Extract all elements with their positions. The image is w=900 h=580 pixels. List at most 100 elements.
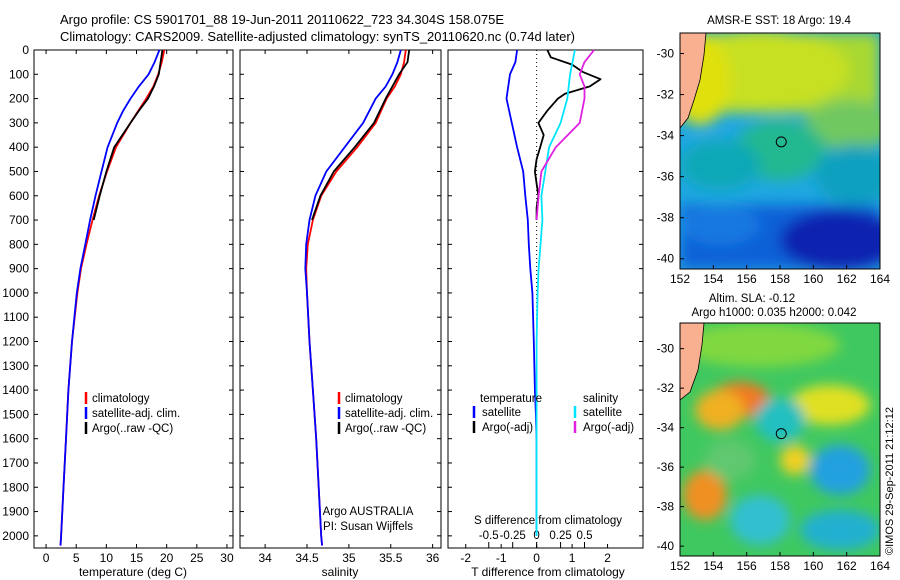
depth-tick-label: 700 [9, 213, 29, 227]
legend-temperature-title: temperature [480, 393, 542, 405]
s-tick-label: -0.5 [479, 530, 499, 542]
salinity-annotation-line1: Argo AUSTRALIA [323, 506, 414, 518]
depth-tick-label: 100 [9, 67, 29, 81]
sla-map-field [680, 323, 880, 556]
x-tick-label: 0 [43, 551, 50, 565]
sla-map-subtitle: Argo h1000: 0.035 h2000: 0.042 [692, 307, 857, 319]
x-tick-label: 30 [220, 551, 234, 565]
depth-tick-label: 1000 [2, 286, 29, 300]
depth-tick-label: 400 [9, 140, 29, 154]
s-tick-label: 0.5 [577, 530, 593, 542]
header-title-line1: Argo profile: CS 5901701_88 19-Jun-2011 … [60, 12, 504, 27]
temperature-xlabel: temperature (deg C) [79, 565, 187, 579]
series-line-salinity-argo-adj- [535, 49, 595, 221]
legend-satellite-label: satellite-adj. clim. [92, 408, 180, 420]
depth-axis: 0 100 200 300 400 500 600 700 800 900 1000 1100 1200… [2, 43, 643, 543]
x-tick-label: 35.5 [379, 551, 403, 565]
depth-tick-label: 1900 [2, 505, 29, 519]
lat-tick-label: -30 [657, 342, 675, 356]
difference-xlabel: T difference from climatology [471, 565, 625, 579]
s-tick-label: 0.25 [549, 530, 571, 542]
lat-tick-label: -32 [657, 88, 675, 102]
salinity-panel-frame [239, 49, 442, 549]
lon-tick-label: 156 [737, 272, 757, 286]
difference-x-ticks: -2 -1 0 1 2 -0.5 -0.25 0 0.25 0.5 [460, 530, 611, 565]
lat-tick-label: -38 [657, 211, 675, 225]
depth-tick-label: 1500 [2, 407, 29, 421]
depth-tick-label: 200 [9, 92, 29, 106]
temperature-legend: climatology satellite-adj. clim. Argo(..… [84, 392, 180, 435]
depth-tick-label: 2000 [2, 529, 29, 543]
x-tick-label: -1 [496, 551, 507, 565]
lat-tick-label: -30 [657, 47, 675, 61]
sst-map-field [680, 33, 880, 269]
sst-map-ticks: 152 154 156 158 160 162 164 -30 -32 -34 -36 -38 -40 [657, 47, 891, 286]
legend-salinity-title: salinity [583, 393, 618, 405]
legend-climatology-label: climatology [345, 393, 403, 405]
depth-tick-label: 1300 [2, 359, 29, 373]
salinity-annotation-line2: PI: Susan Wijffels [323, 521, 413, 533]
salinity-xlabel: salinity [322, 565, 359, 579]
x-tick-label: 36 [426, 551, 440, 565]
header-title-line2: Climatology: CARS2009. Satellite-adjuste… [60, 29, 575, 44]
legend-sal-satellite-label: satellite [583, 407, 622, 419]
series-line-temperature-satellite [505, 49, 538, 536]
depth-tick-label: 1600 [2, 432, 29, 446]
legend-temp-satellite-label: satellite [482, 407, 521, 419]
sla-map-title: Altim. SLA: -0.12 [709, 293, 795, 305]
lon-tick-label: 154 [703, 272, 723, 286]
x-tick-label: 34 [258, 551, 272, 565]
lon-tick-label: 162 [837, 272, 857, 286]
legend-satellite-label: satellite-adj. clim. [345, 408, 433, 420]
lon-tick-label: 152 [670, 559, 690, 573]
lat-tick-label: -34 [657, 421, 675, 435]
temperature-panel-frame [33, 49, 234, 549]
s-tick-label: 0 [533, 530, 539, 542]
lon-tick-label: 152 [670, 272, 690, 286]
depth-tick-label: 1800 [2, 480, 29, 494]
lon-tick-label: 160 [803, 272, 823, 286]
x-tick-label: 0 [533, 551, 540, 565]
series-line-climatology [305, 49, 407, 546]
x-tick-label: 35 [342, 551, 356, 565]
x-tick-label: 5 [73, 551, 80, 565]
x-tick-label: 1 [569, 551, 576, 565]
sst-map-argo-marker [775, 136, 787, 148]
series-line-argo-raw-qc- [311, 49, 411, 221]
salinity-lines [304, 49, 411, 546]
lat-tick-label: -40 [657, 252, 675, 266]
legend-argo-label: Argo(..raw -QC) [92, 423, 173, 435]
depth-tick-label: 300 [9, 116, 29, 130]
temperature-x-ticks: 0 5 10 15 20 25 30 [43, 50, 234, 565]
depth-tick-label: 0 [22, 43, 29, 57]
x-tick-label: 15 [130, 551, 144, 565]
depth-tick-label: 1700 [2, 456, 29, 470]
depth-tick-label: 900 [9, 262, 29, 276]
x-tick-label: 25 [190, 551, 204, 565]
x-tick-label: 2 [604, 551, 611, 565]
difference-top-label: S difference from climatology [474, 515, 622, 527]
lat-tick-label: -34 [657, 129, 675, 143]
lon-tick-label: 164 [870, 272, 890, 286]
lon-tick-label: 164 [870, 559, 890, 573]
series-line-satellite-adj-clim- [304, 49, 402, 546]
s-tick-label: -0.25 [500, 530, 526, 542]
depth-tick-label: 600 [9, 189, 29, 203]
lat-tick-label: -38 [657, 500, 675, 514]
depth-tick-label: 1100 [3, 310, 29, 324]
lat-tick-label: -40 [657, 539, 675, 553]
lon-tick-label: 158 [770, 272, 790, 286]
temperature-lines [59, 49, 166, 546]
lat-tick-label: -36 [657, 460, 675, 474]
x-tick-label: 20 [160, 551, 174, 565]
x-tick-label: 34.5 [295, 551, 319, 565]
salinity-legend: climatology satellite-adj. clim. Argo(..… [337, 392, 433, 435]
x-tick-label: -2 [460, 551, 471, 565]
difference-legend: temperature salinity satellite Argo(-adj… [472, 393, 634, 434]
difference-panel-frame [447, 49, 644, 549]
depth-tick-label: 1400 [2, 383, 29, 397]
lat-tick-label: -36 [657, 170, 675, 184]
lon-tick-label: 158 [770, 559, 790, 573]
lon-tick-label: 160 [803, 559, 823, 573]
